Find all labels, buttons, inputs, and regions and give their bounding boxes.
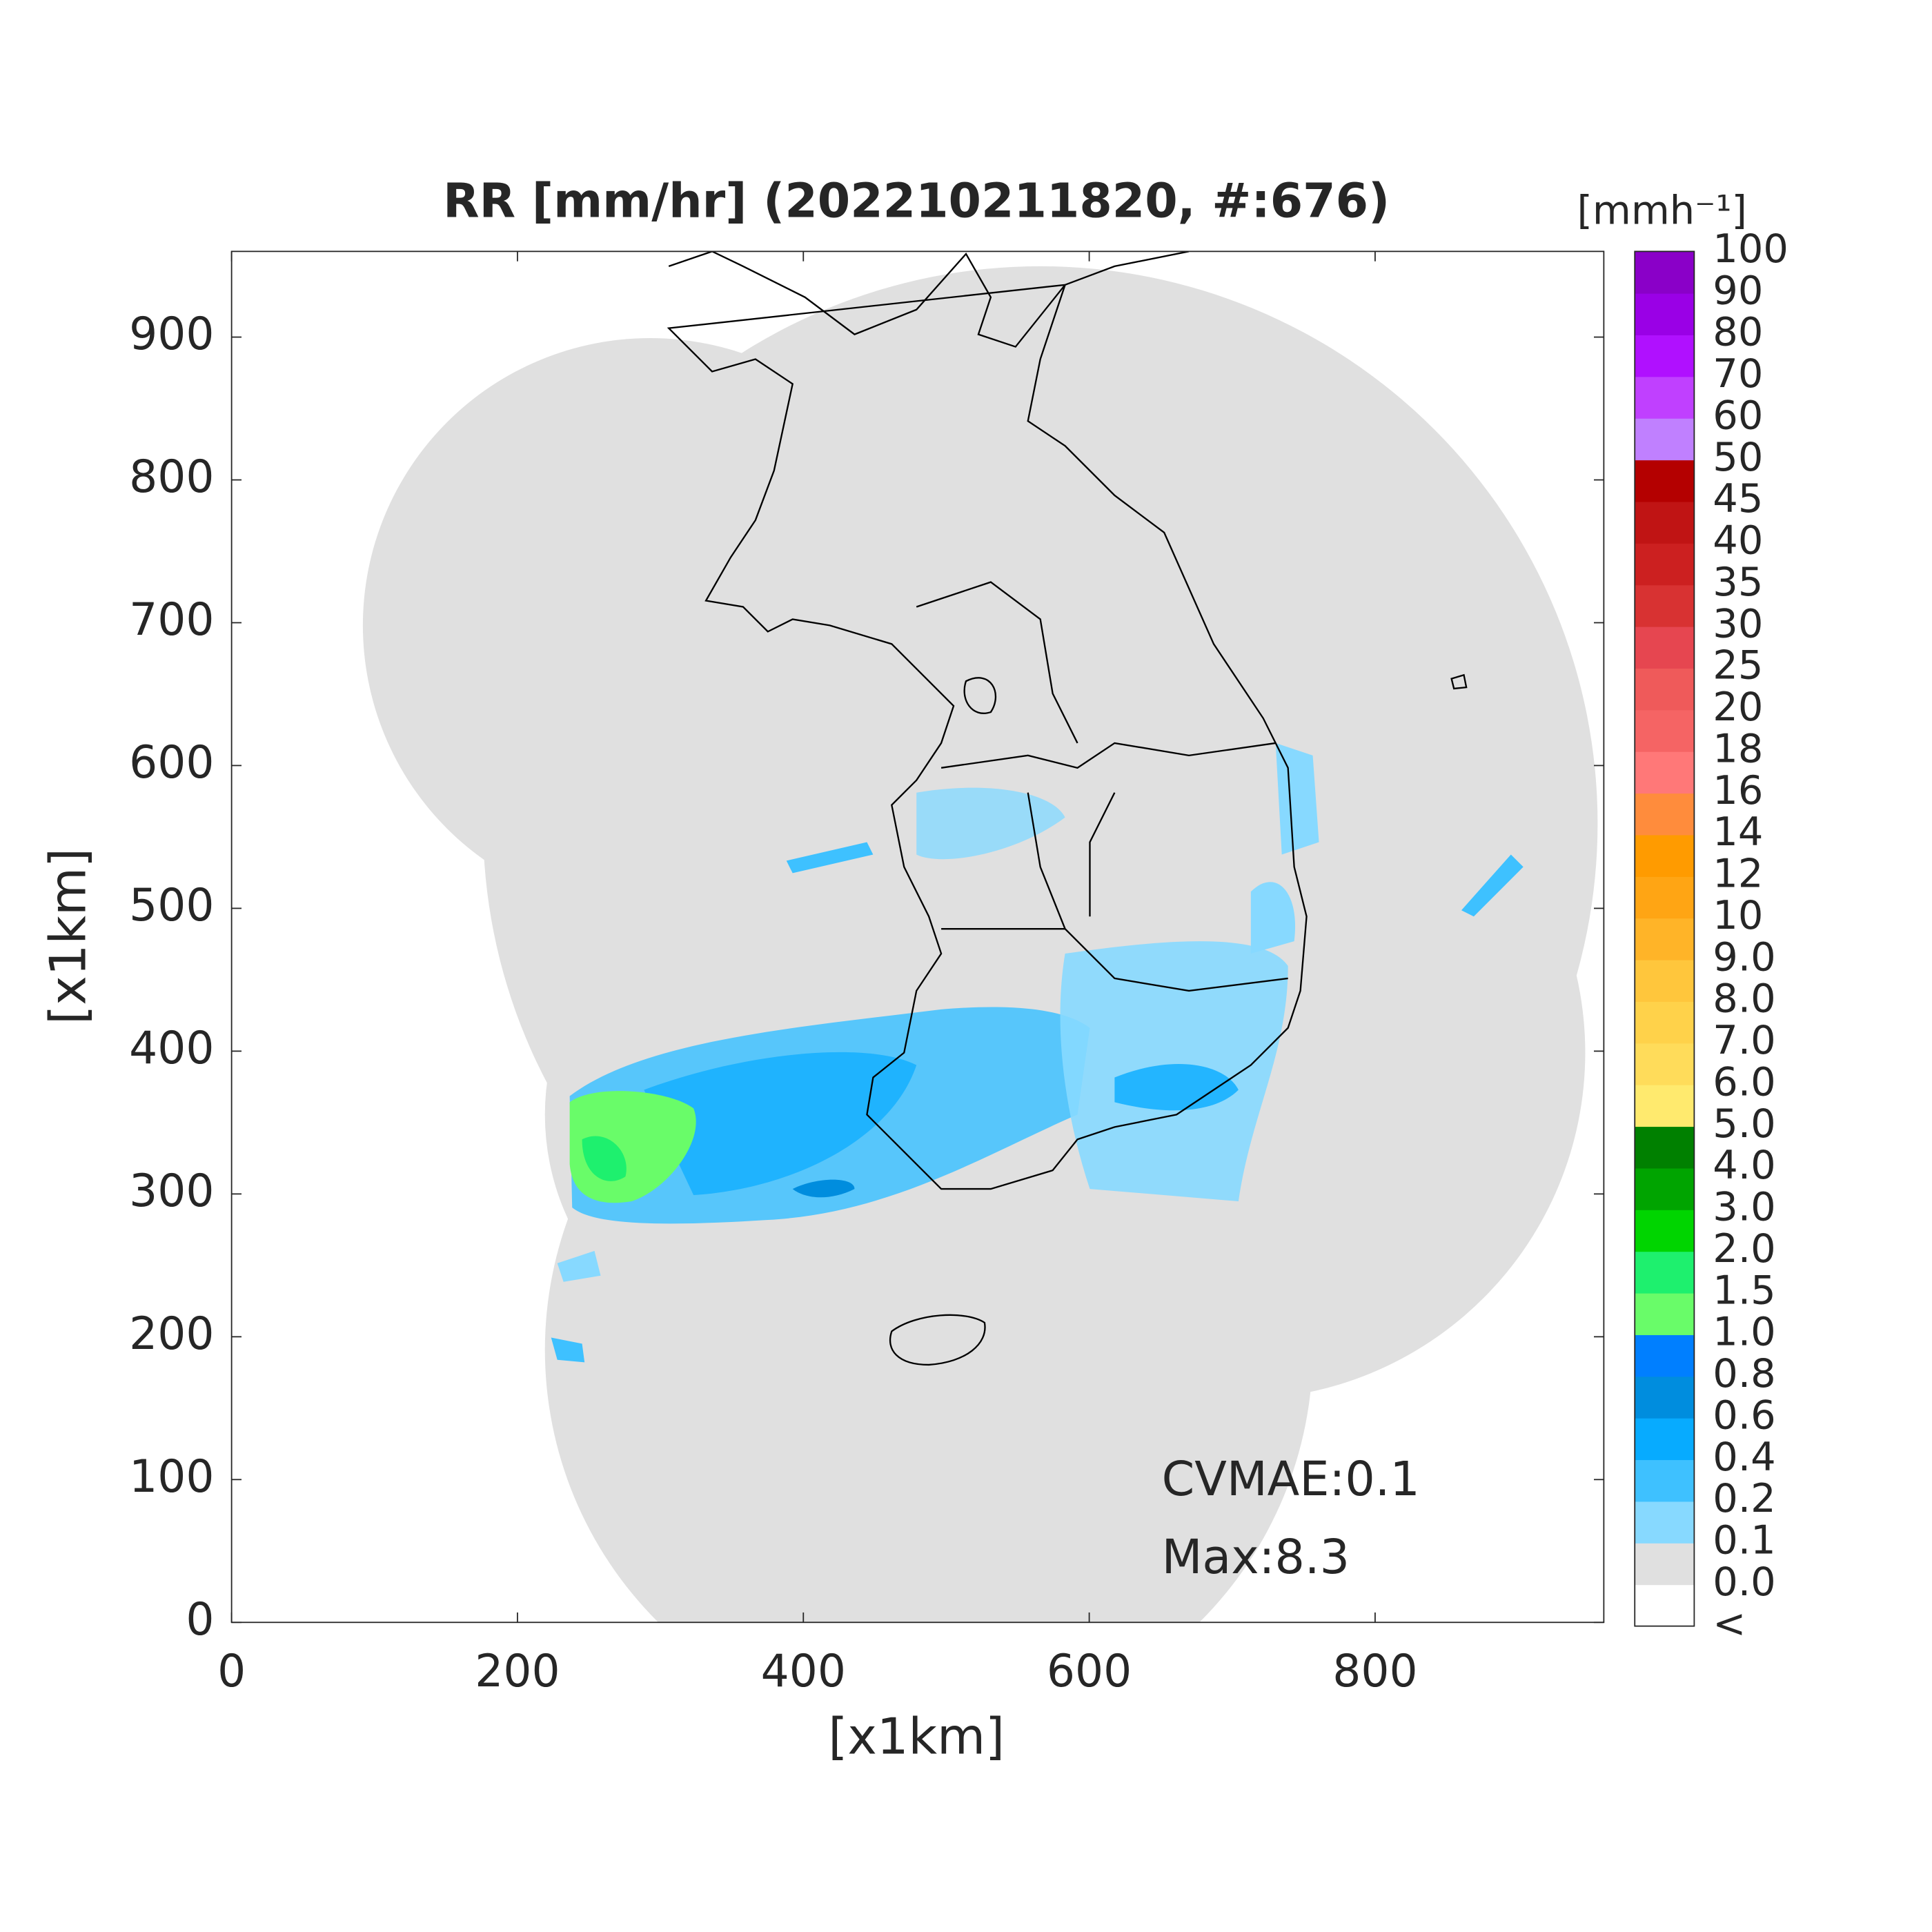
colorbar-segment [1635,1334,1695,1377]
y-tick-label: 900 [129,308,214,360]
colorbar-tick-label: 10 [1713,892,1763,938]
annotation: CVMAE:0.1 [1162,1452,1420,1507]
colorbar-tick-label: 70 [1713,351,1763,397]
y-tick-label: 0 [186,1594,214,1646]
colorbar-tick-label: 80 [1713,309,1763,355]
colorbar-tick-label: 6.0 [1713,1058,1775,1105]
annotation: Max:8.3 [1162,1530,1350,1585]
x-axis-label: [x1km] [828,1707,1005,1765]
y-tick-label: 500 [129,880,214,931]
colorbar-tick-label: 14 [1713,809,1763,855]
colorbar-segment [1635,1167,1695,1210]
colorbar-frame [1634,250,1695,1627]
colorbar-segment [1635,1043,1695,1085]
colorbar-tick-label: 25 [1713,642,1763,689]
colorbar-tick-label: 8.0 [1713,976,1775,1022]
x-tick-label: 200 [475,1646,560,1697]
colorbar-segment [1635,1459,1695,1502]
colorbar-tick-label: 0.6 [1713,1392,1775,1438]
colorbar-segment [1635,918,1695,960]
colorbar-tick-label: 0.8 [1713,1350,1775,1397]
colorbar-segment [1635,1501,1695,1544]
colorbar-segment [1635,1376,1695,1419]
colorbar-tick-label: 0.1 [1713,1517,1775,1564]
colorbar-segment [1635,1292,1695,1335]
colorbar-tick-label: 50 [1713,434,1763,480]
colorbar-tick-label: 60 [1713,392,1763,438]
colorbar-segment [1635,251,1695,294]
colorbar-label: [mmh⁻¹] [1577,187,1747,233]
colorbar-segment [1635,793,1695,836]
y-tick-label: 300 [129,1165,214,1217]
colorbar-tick-label: 12 [1713,851,1763,897]
radar-coverage [362,251,1598,1623]
colorbar-tick-label: 35 [1713,559,1763,605]
y-axis-label: [x1km] [39,848,97,1025]
x-tick-label: 400 [761,1646,846,1697]
colorbar-tick-label: < [1713,1600,1746,1646]
colorbar-tick-label: 5.0 [1713,1101,1775,1147]
colorbar-tick-label: 9.0 [1713,934,1775,980]
colorbar-segment [1635,460,1695,502]
colorbar-tick-label: 7.0 [1713,1017,1775,1063]
colorbar-segment [1635,1542,1695,1586]
colorbar-segment [1635,1126,1695,1169]
colorbar-segment [1635,584,1695,627]
chart-title: RR [mm/hr] (202210211820, #:676) [443,175,1390,229]
colorbar-segment [1635,542,1695,586]
y-tick-label: 400 [129,1023,214,1074]
plot-frame [230,250,1605,1624]
y-tick-label: 700 [129,594,214,646]
colorbar-tick-label: 0.2 [1713,1475,1775,1521]
colorbar-tick-label: 3.0 [1713,1184,1775,1230]
colorbar-tick-label: 4.0 [1713,1142,1775,1188]
colorbar-tick-label: 1.0 [1713,1309,1775,1355]
colorbar-segment [1635,1209,1695,1252]
colorbar-segment [1635,668,1695,711]
colorbar-tick-label: 90 [1713,267,1763,313]
colorbar-tick-label: 20 [1713,684,1763,730]
colorbar-segment [1635,1417,1695,1461]
colorbar-segment [1635,1001,1695,1044]
x-tick-label: 600 [1047,1646,1132,1697]
colorbar-segment [1635,501,1695,544]
colorbar-segment [1635,1251,1695,1294]
colorbar-segment [1635,1584,1695,1627]
colorbar-tick-label: 40 [1713,518,1763,564]
colorbar-tick-label: 0.4 [1713,1434,1775,1480]
colorbar-tick-label: 1.5 [1713,1267,1775,1313]
colorbar-segment [1635,626,1695,669]
colorbar-tick-label: 16 [1713,767,1763,814]
colorbar-segment [1635,959,1695,1002]
y-tick-label: 200 [129,1308,214,1360]
colorbar-tick-label: 45 [1713,475,1763,522]
colorbar-tick-label: 2.0 [1713,1225,1775,1272]
colorbar-tick-label: 30 [1713,600,1763,647]
colorbar-segment [1635,1084,1695,1127]
y-tick-label: 100 [129,1451,214,1503]
colorbar-segment [1635,335,1695,377]
colorbar-segment [1635,293,1695,336]
colorbar-segment [1635,417,1695,461]
y-tick-label: 800 [129,451,214,503]
x-tick-label: 0 [217,1646,246,1697]
colorbar-segment [1635,751,1695,794]
colorbar-segment [1635,709,1695,752]
colorbar-segment [1635,376,1695,419]
colorbar-tick-label: 0.0 [1713,1559,1775,1605]
colorbar-tick-label: 18 [1713,725,1763,771]
colorbar-segment [1635,876,1695,919]
x-tick-label: 800 [1332,1646,1417,1697]
y-tick-label: 600 [129,737,214,789]
colorbar-segment [1635,834,1695,877]
colorbar-tick-label: 100 [1713,226,1788,272]
